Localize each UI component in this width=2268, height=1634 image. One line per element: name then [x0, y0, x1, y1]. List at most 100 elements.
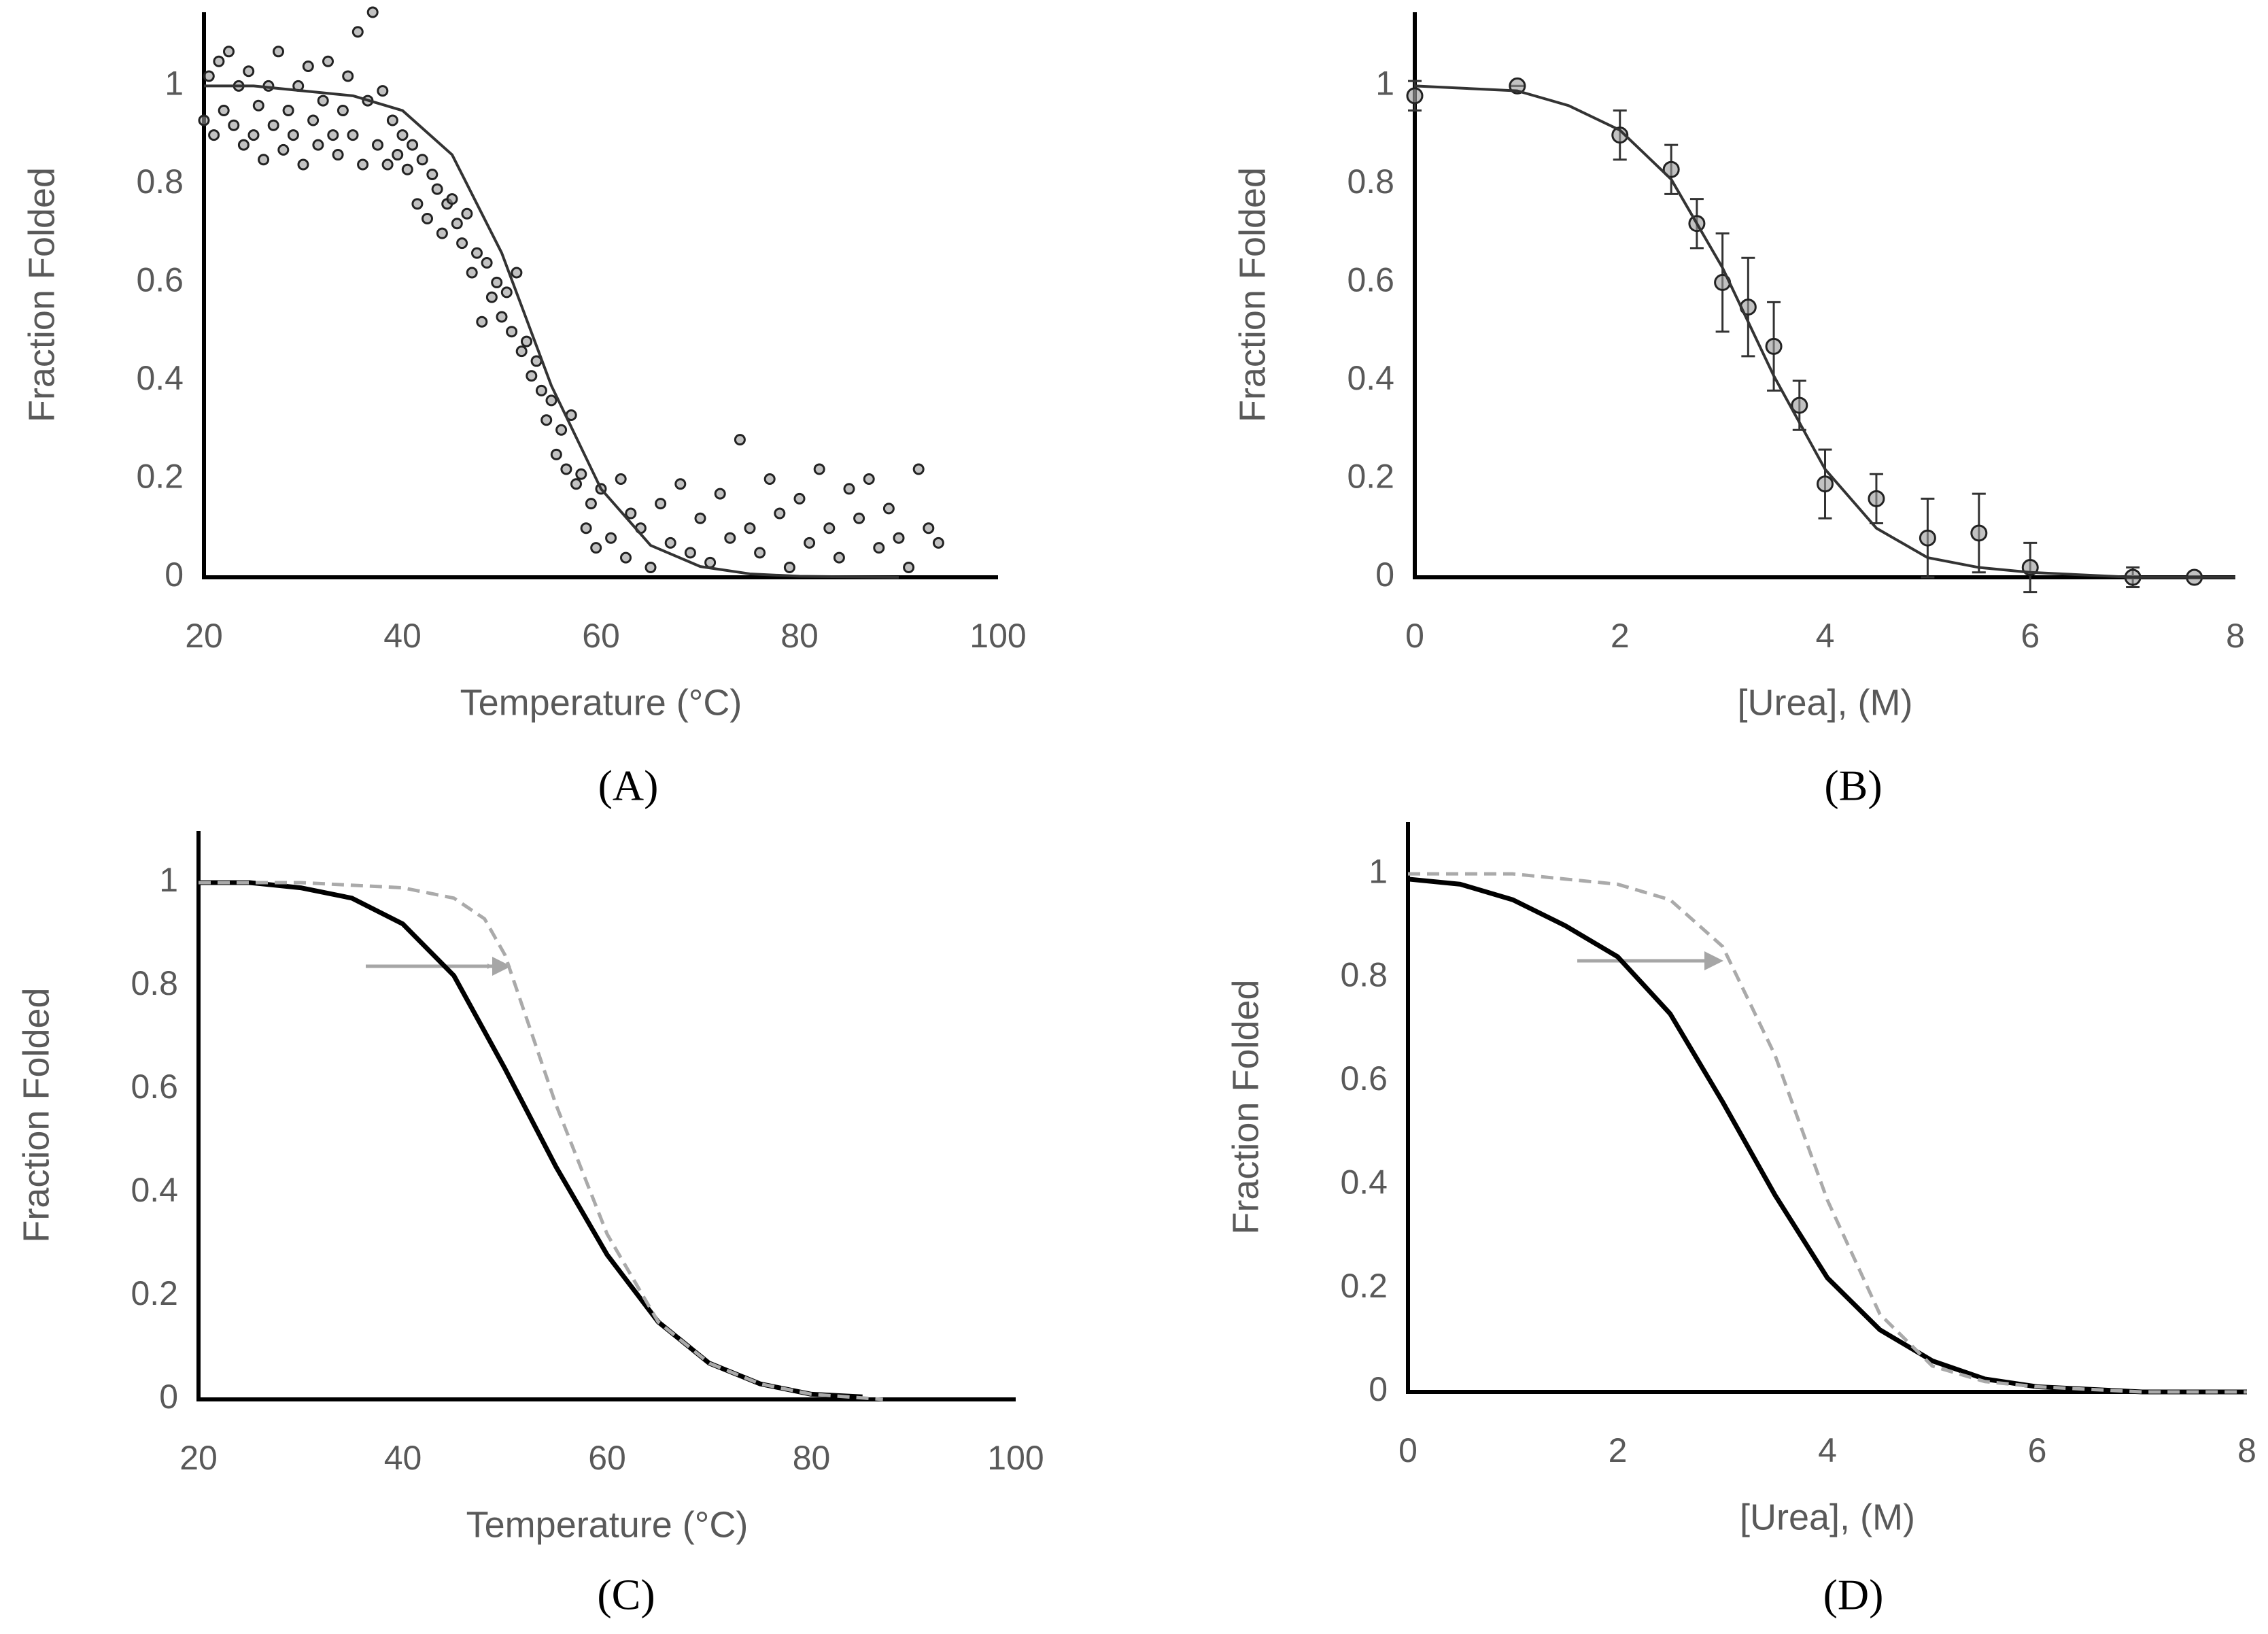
data-point — [252, 99, 264, 112]
x-tick-label: 60 — [588, 1439, 626, 1477]
data-point — [302, 60, 314, 72]
y-tick-label: 0.6 — [1347, 261, 1394, 299]
data-point — [873, 542, 885, 554]
data-point — [1765, 337, 1783, 355]
arrow-head — [1704, 951, 1723, 970]
data-point — [287, 129, 299, 141]
x-tick-label: 8 — [2226, 617, 2245, 655]
data-point — [724, 532, 736, 544]
data-point — [625, 507, 637, 520]
y-tick-label: 1 — [159, 861, 178, 899]
y-tick-label: 0.2 — [1347, 458, 1394, 496]
fit-curve — [204, 84, 899, 579]
data-point — [203, 70, 215, 82]
y-tick-label: 0.8 — [1340, 956, 1388, 994]
data-point — [411, 198, 424, 210]
y-tick-label: 0.6 — [136, 261, 184, 299]
data-point — [783, 562, 795, 574]
data-point — [422, 212, 433, 224]
data-point — [704, 556, 717, 568]
data-point — [357, 158, 369, 171]
data-point — [813, 463, 825, 475]
data-point — [476, 316, 488, 328]
data-point — [684, 547, 696, 559]
data-point — [664, 537, 676, 549]
x-tick-label: 80 — [780, 617, 819, 655]
data-point — [267, 119, 279, 131]
x-axis-title: [Urea], (M) — [1740, 1497, 1915, 1537]
data-point — [237, 139, 250, 151]
x-tick-label: 4 — [1816, 617, 1835, 655]
data-point — [645, 562, 657, 574]
x-tick-label: 40 — [383, 617, 422, 655]
data-point — [555, 424, 568, 436]
y-tick-label: 0.2 — [1340, 1267, 1388, 1305]
data-point — [655, 498, 667, 510]
data-point — [763, 473, 776, 485]
data-point — [535, 384, 547, 396]
x-tick-label: 2 — [1609, 1431, 1628, 1469]
data-point — [674, 478, 687, 490]
y-tick-label: 0.8 — [1347, 163, 1394, 201]
y-axis-title: Fraction Folded — [1225, 979, 1266, 1234]
data-point — [273, 46, 284, 58]
data-point — [381, 158, 394, 171]
data-point — [243, 65, 255, 78]
data-point — [377, 85, 389, 97]
data-point — [882, 503, 895, 515]
data-point — [481, 257, 493, 269]
x-tick-label: 4 — [1818, 1431, 1837, 1469]
panel-label: (B) — [1824, 762, 1882, 810]
data-point — [1791, 396, 1808, 414]
data-point — [615, 473, 627, 485]
data-point — [823, 522, 836, 534]
data-point — [804, 537, 816, 549]
data-point — [366, 6, 379, 18]
data-point — [605, 532, 617, 544]
y-tick-label: 0 — [165, 556, 184, 594]
y-tick-label: 0.8 — [136, 163, 184, 201]
data-point — [416, 154, 428, 166]
data-point — [590, 542, 602, 554]
y-tick-label: 0 — [1375, 556, 1394, 594]
data-point — [471, 247, 483, 259]
data-point — [297, 158, 309, 171]
x-tick-label: 20 — [185, 617, 223, 655]
data-point — [466, 267, 478, 279]
y-tick-label: 0 — [1369, 1370, 1388, 1408]
y-tick-label: 0.6 — [1340, 1059, 1388, 1097]
x-axis-title: [Urea], (M) — [1737, 682, 1912, 723]
x-axis-title: Temperature (°C) — [460, 682, 742, 723]
data-point — [1662, 160, 1680, 178]
data-point — [694, 512, 706, 524]
data-point — [734, 434, 746, 446]
x-tick-label: 6 — [2021, 617, 2040, 655]
y-tick-label: 0.8 — [131, 964, 178, 1002]
fit-curve — [1414, 84, 2235, 579]
data-point — [401, 163, 413, 175]
x-tick-label: 100 — [987, 1439, 1044, 1477]
data-point — [396, 129, 409, 141]
data-point — [560, 463, 572, 475]
data-point — [545, 394, 557, 407]
data-point — [213, 55, 225, 67]
data-point — [575, 468, 587, 480]
y-tick-label: 1 — [1369, 852, 1388, 890]
data-point — [208, 129, 220, 141]
data-point — [515, 345, 528, 358]
data-point — [521, 335, 532, 347]
y-axis-title: Fraction Folded — [1232, 167, 1273, 422]
data-point — [833, 551, 845, 564]
data-point — [853, 512, 865, 524]
panel-label: (D) — [1823, 1571, 1884, 1619]
data-point — [456, 237, 468, 250]
data-point — [620, 551, 632, 564]
data-point — [754, 547, 766, 559]
data-point — [1817, 475, 1834, 493]
data-point — [312, 139, 324, 151]
data-point — [550, 448, 562, 460]
data-point — [347, 129, 359, 141]
y-tick-label: 0.2 — [136, 458, 184, 496]
data-point — [223, 46, 235, 58]
data-point — [485, 291, 498, 303]
